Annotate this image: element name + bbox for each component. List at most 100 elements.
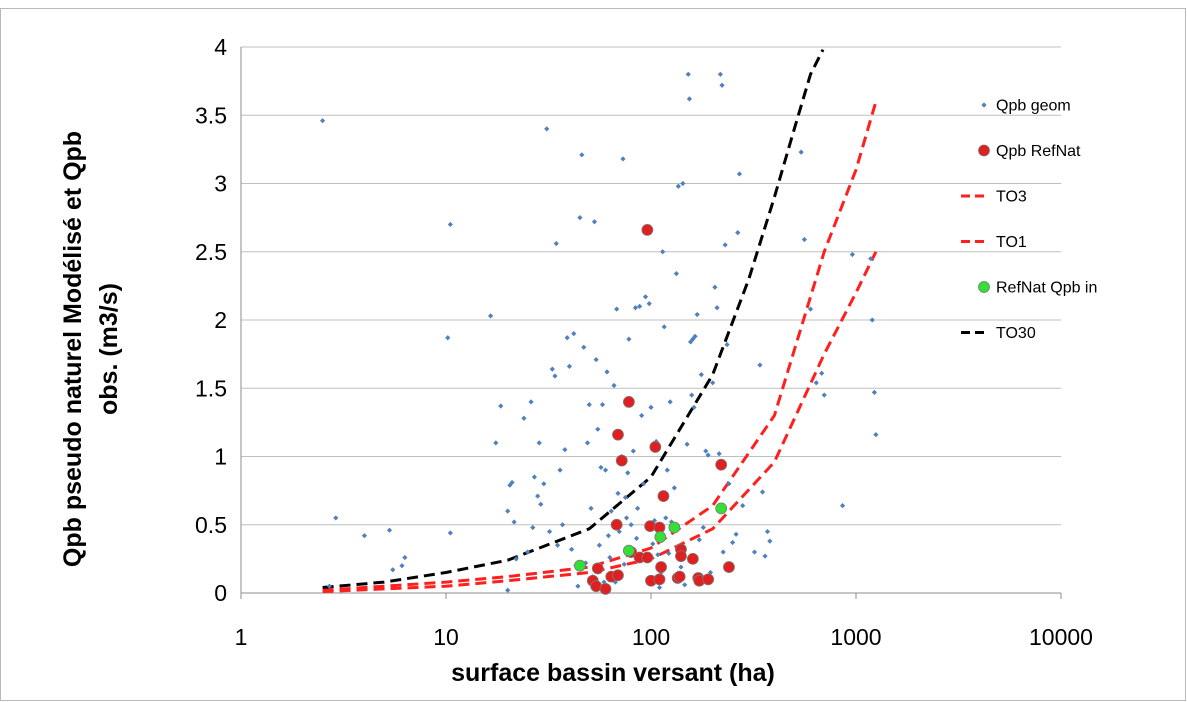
- point-qpb-refnat: [673, 570, 686, 583]
- point-qpb-geom: [513, 556, 519, 562]
- point-qpb-geom: [637, 303, 643, 309]
- point-qpb-refnat: [702, 573, 715, 586]
- point-qpb-geom: [666, 550, 672, 557]
- point-qpb-geom: [691, 404, 697, 410]
- point-qpb-geom: [642, 294, 649, 300]
- point-qpb-geom: [581, 344, 587, 350]
- point-qpb-refnat: [686, 552, 699, 565]
- legend: Qpb geom Qpb RefNat TO3 TO1 RefNat Qpb in TO3…: [961, 98, 1097, 342]
- point-qpb-geom: [615, 490, 621, 496]
- y-tick-label: 3: [214, 171, 227, 197]
- point-qpb-geom: [680, 180, 686, 187]
- point-qpb-geom: [566, 363, 573, 370]
- point-qpb-geom: [509, 479, 515, 486]
- point-qpb-geom: [698, 372, 704, 378]
- point-qpb-geom: [487, 313, 494, 319]
- point-qpb-geom: [562, 447, 568, 453]
- point-qpb-geom: [675, 183, 681, 189]
- point-qpb-geom: [656, 584, 663, 591]
- point-qpb-geom: [528, 399, 534, 405]
- point-qpb-geom: [736, 171, 743, 177]
- point-qpb-geom: [586, 402, 592, 408]
- point-qpb-geom: [620, 156, 626, 162]
- point-qpb-geom: [612, 579, 618, 585]
- point-qpb-geom: [604, 369, 610, 375]
- point-qpb-refnat: [653, 573, 666, 586]
- point-qpb-geom: [575, 583, 581, 589]
- point-qpb-geom: [564, 335, 570, 341]
- point-qpb-geom: [626, 336, 632, 342]
- x-tick-label: 1: [235, 624, 248, 650]
- point-refnat-qpb-in: [668, 521, 681, 534]
- legend-label: TO1: [996, 234, 1027, 251]
- point-qpb-geom: [390, 567, 396, 573]
- x-tick-label: 100: [632, 624, 670, 650]
- point-qpb-geom: [632, 305, 639, 311]
- legend-label: TO3: [996, 189, 1027, 206]
- point-refnat-qpb-in: [715, 502, 728, 515]
- point-qpb-geom: [757, 362, 763, 368]
- y-tick-label: 4: [214, 34, 227, 60]
- point-qpb-geom: [616, 528, 622, 535]
- point-qpb-refnat: [610, 518, 623, 531]
- point-qpb-geom: [535, 493, 541, 499]
- point-qpb-geom: [671, 485, 677, 491]
- point-qpb-geom: [577, 215, 583, 221]
- point-qpb-geom: [505, 508, 511, 514]
- point-qpb-geom: [596, 542, 602, 548]
- point-qpb-refnat: [612, 428, 624, 441]
- point-qpb-geom: [554, 542, 561, 548]
- y-tick-label: 2: [214, 307, 227, 333]
- series-line-TO30: [322, 49, 825, 589]
- x-tick-label: 10: [433, 624, 459, 650]
- legend-label: RefNat Qpb in: [996, 280, 1097, 297]
- point-qpb-geom: [813, 380, 819, 386]
- x-tick-label: 1000: [830, 624, 881, 650]
- point-qpb-geom: [664, 467, 670, 473]
- y-axis-title-line-1: Qpb pseudo naturel Modélisé et Qpb: [59, 131, 87, 567]
- point-qpb-geom: [733, 531, 739, 537]
- point-qpb-geom: [611, 382, 617, 389]
- point-qpb-geom: [521, 415, 527, 421]
- point-qpb-geom: [546, 528, 553, 535]
- point-qpb-geom: [807, 306, 814, 312]
- point-qpb-geom: [538, 501, 544, 507]
- point-qpb-geom: [759, 489, 766, 495]
- point-qpb-geom: [571, 331, 577, 337]
- point-qpb-refnat: [599, 583, 612, 595]
- point-qpb-geom: [553, 240, 559, 247]
- point-qpb-geom: [399, 563, 405, 569]
- legend-swatch-Qpb geom: [981, 102, 987, 108]
- y-axis-title-line-2: obs. (m3/s): [95, 283, 123, 415]
- x-tick-label: 10000: [1029, 624, 1093, 650]
- point-qpb-refnat: [715, 458, 728, 471]
- legend-label: Qpb geom: [996, 98, 1071, 115]
- point-qpb-geom: [579, 152, 585, 158]
- point-qpb-refnat: [622, 395, 635, 408]
- point-qpb-geom: [650, 541, 656, 547]
- series-line-TO3: [322, 101, 878, 592]
- point-refnat-qpb-in: [574, 559, 586, 572]
- point-qpb-refnat: [641, 224, 654, 236]
- point-qpb-geom: [530, 524, 536, 531]
- point-qpb-geom: [402, 554, 408, 561]
- point-qpb-refnat: [612, 569, 624, 582]
- point-qpb-geom: [710, 380, 716, 386]
- point-qpb-geom: [608, 508, 614, 514]
- point-qpb-geom: [607, 554, 613, 561]
- legend-label: TO30: [996, 325, 1036, 342]
- point-qpb-geom: [714, 305, 720, 311]
- point-qpb-geom: [634, 505, 641, 511]
- point-qpb-geom: [549, 366, 555, 372]
- series-line-TO1: [322, 251, 878, 594]
- chart-svg: 0 0.5 1 1.5 2 2.5 3 3.5 4 1 10 100 1000 10000 surface…: [59, 34, 1097, 687]
- point-qpb-geom: [588, 505, 594, 511]
- point-qpb-geom: [687, 339, 694, 345]
- point-qpb-geom: [633, 535, 640, 541]
- point-qpb-geom: [651, 518, 658, 524]
- point-qpb-geom: [705, 452, 711, 458]
- point-qpb-geom: [700, 524, 706, 531]
- point-qpb-geom: [447, 530, 453, 536]
- point-qpb-geom: [726, 481, 732, 487]
- point-qpb-geom: [719, 82, 725, 88]
